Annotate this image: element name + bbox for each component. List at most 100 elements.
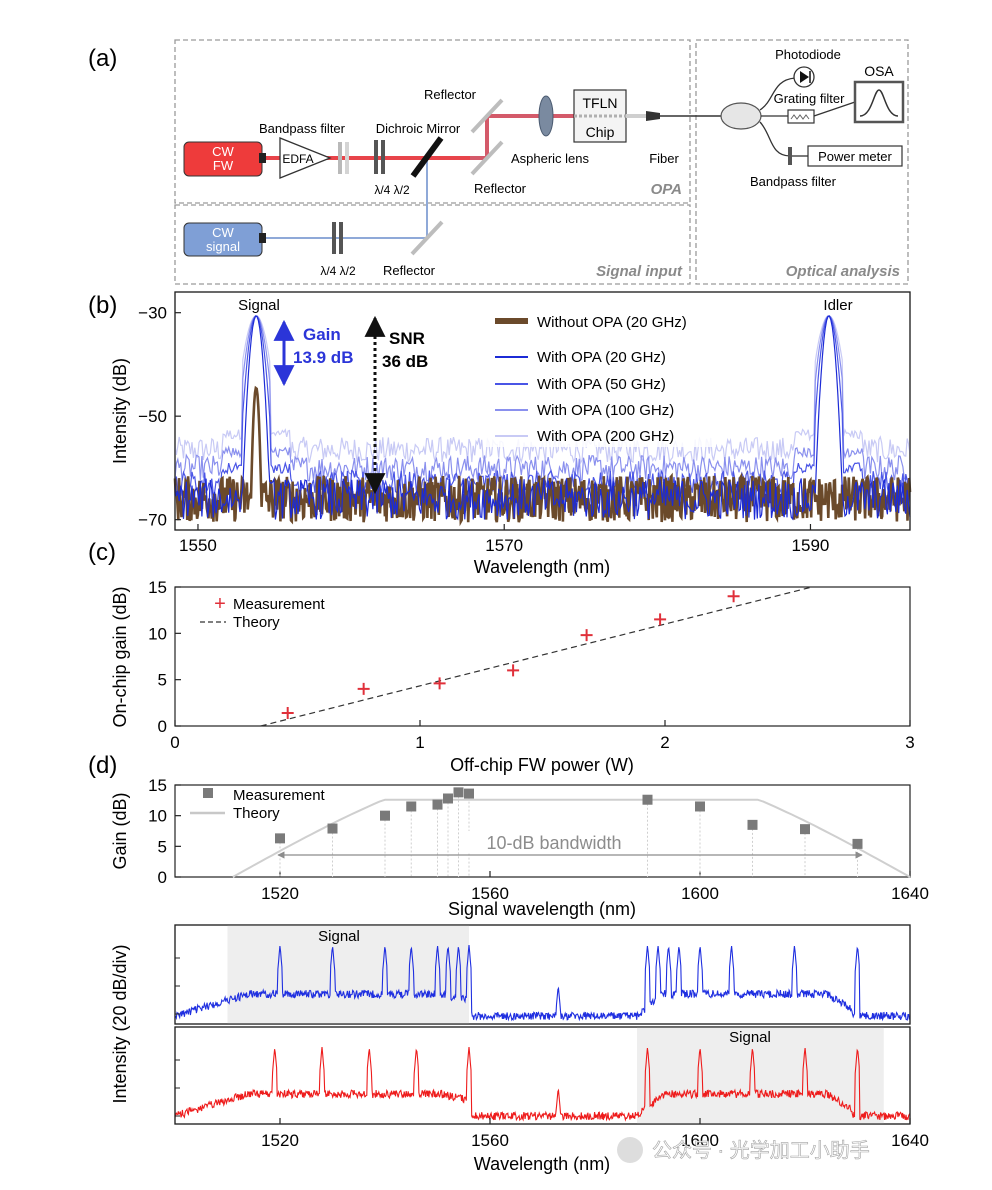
reflector-icon-bottom (470, 140, 504, 176)
c-ytick-label-1: 5 (158, 671, 167, 690)
photodiode-label: Photodiode (775, 47, 841, 62)
panel-label-a: (a) (88, 45, 117, 72)
signal-input-section-box (174, 204, 691, 285)
d-xtick-label-3: 1640 (891, 884, 929, 903)
plot-b-traces (173, 315, 912, 527)
reflector-label-signal: Reflector (383, 263, 436, 278)
osa-label: OSA (864, 63, 894, 79)
b-series-1 (174, 315, 911, 521)
c-measurement-point-2 (433, 677, 446, 690)
s-xtick-label-1: 1560 (471, 1131, 509, 1150)
b-xtick-label-2: 1590 (792, 536, 830, 555)
snr-value: 36 dB (382, 352, 428, 371)
legend-background (486, 305, 716, 447)
c-measurement-point-3 (507, 664, 520, 677)
fiber-coupler-icon (720, 102, 762, 130)
b-ytick-label-1: −50 (138, 407, 167, 426)
c-measurement-point-0 (281, 707, 294, 720)
reflector-icon-top (470, 98, 504, 134)
legend-opa-200: With OPA (200 GHz) (537, 428, 674, 445)
plot-c-frame (174, 586, 911, 727)
plot-d-axes: 1520 1560 1600 1640 0 5 10 15 (148, 776, 929, 903)
gain-label: Gain (303, 325, 341, 344)
legend-c-theory: Theory (233, 614, 280, 631)
gain-value: 13.9 dB (293, 348, 353, 367)
plot-c-axes: 0 1 2 3 0 5 10 15 (148, 578, 915, 752)
bandpass-filter-icon (338, 142, 342, 174)
cw-signal-line1: CW (212, 225, 234, 240)
opa-section-box (174, 39, 691, 204)
spectrum-red-signal-label: Signal (729, 1029, 771, 1046)
waveplate-icon-signal-2 (339, 222, 343, 254)
fiber-label: Fiber (649, 151, 679, 166)
legend-c-measurement: Measurement (233, 596, 326, 613)
c-ytick-label-3: 15 (148, 578, 167, 597)
d-xtick-label-1: 1560 (471, 884, 509, 903)
c-measurement-point-1 (357, 682, 370, 695)
c-xtick-label-2: 2 (660, 733, 669, 752)
bandwidth-label: 10-dB bandwidth (486, 833, 621, 853)
diode-symbol (800, 71, 809, 83)
power-meter-box (807, 145, 903, 167)
d-measurement-point-5 (443, 793, 453, 804)
legend-d-measurement: Measurement (233, 787, 326, 804)
legend-d-theory: Theory (233, 805, 280, 822)
d-measurement-point-11 (800, 824, 810, 835)
panel-b: (b) 1550 1570 1590 −30 −50 −70 Signal Idler G… (88, 291, 912, 577)
d-measurement-point-7 (464, 788, 474, 799)
plot-b-xlabel: Wavelength (nm) (474, 557, 610, 577)
plot-d-marks (232, 787, 911, 878)
s-xtick-label-0: 1520 (261, 1131, 299, 1150)
plot-c-ylabel: On-chip gain (dB) (110, 586, 130, 727)
spectrum-blue-border (174, 924, 911, 1025)
spectra-axes: 1520 1560 1600 1640 (175, 957, 929, 1150)
waveplate-icon-2 (381, 140, 385, 174)
reflector-label-top: Reflector (424, 87, 477, 102)
fiber-tip-icon (646, 111, 660, 121)
c-xtick-label-1: 1 (415, 733, 424, 752)
signal-peak-label: Signal (238, 297, 280, 314)
b-ytick-label-2: −70 (138, 511, 167, 530)
b-ytick-label-0: −30 (138, 304, 167, 323)
dichroic-mirror-label: Dichroic Mirror (376, 121, 461, 136)
d-measurement-point-0 (275, 833, 285, 844)
plot-c-legend: + Measurement Theory (200, 593, 326, 631)
s-xtick-label-2: 1600 (681, 1131, 719, 1150)
d-measurement-point-8 (642, 794, 653, 805)
osa-spectrum-icon (859, 89, 899, 117)
spectra-traces (174, 944, 911, 1122)
bandpass-filter-label: Bandpass filter (259, 121, 346, 136)
panel-label-b: (b) (88, 292, 117, 319)
s-xtick-label-3: 1640 (891, 1131, 929, 1150)
d-theory-curve (232, 798, 911, 878)
c-measurement-point-4 (580, 629, 593, 642)
edfa-amplifier-icon (279, 137, 332, 179)
path-to-power-meter (759, 121, 791, 157)
panel-label-d: (d) (88, 752, 117, 779)
d-measurement-point-2 (380, 810, 390, 821)
wechat-icon (617, 1137, 643, 1163)
section-label-opa: OPA (651, 181, 682, 198)
c-ytick-label-0: 0 (158, 717, 167, 736)
spectrum-red-border (174, 1026, 911, 1125)
reflector-icon-signal (410, 220, 444, 256)
aspheric-lens-icon (538, 95, 554, 137)
b-xtick-label-0: 1550 (179, 536, 217, 555)
optical-analysis-section-box (695, 39, 909, 285)
waveplate-label-fw: λ/4 λ/2 (374, 183, 410, 197)
plot-b-axes: 1550 1570 1590 −30 −50 −70 (138, 304, 829, 555)
bandpass-filter-analysis-label: Bandpass filter (750, 174, 837, 189)
waveplate-icon (374, 140, 378, 174)
snr-label: SNR (389, 329, 425, 348)
c-xtick-label-0: 0 (170, 733, 179, 752)
legend-opa-100: With OPA (100 GHz) (537, 402, 674, 419)
cw-fw-line1: CW (212, 144, 234, 159)
plot-c-xlabel: Off-chip FW power (W) (450, 755, 634, 775)
dichroic-mirror-icon (410, 136, 444, 178)
panel-d: (d) 1520 1560 1600 1640 0 5 10 15 10-dB bandwid… (88, 752, 929, 1174)
d-xtick-label-2: 1600 (681, 884, 719, 903)
d-measurement-point-12 (852, 838, 863, 849)
b-series-3 (174, 315, 911, 483)
c-measurement-point-6 (727, 590, 740, 603)
